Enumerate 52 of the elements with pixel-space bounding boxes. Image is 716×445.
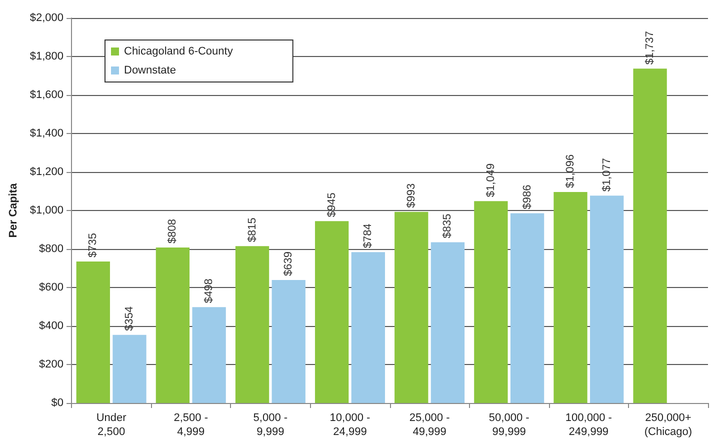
bar — [554, 192, 588, 403]
bar — [235, 246, 270, 403]
bar — [192, 307, 226, 403]
x-tick-label: 250,000+ (Chicago) — [644, 412, 692, 438]
data-label: $945 — [326, 192, 338, 218]
bar — [394, 212, 428, 403]
bar — [474, 201, 508, 403]
y-tick-label: $1,200 — [30, 166, 64, 178]
data-label: $815 — [246, 218, 258, 242]
bar — [430, 242, 465, 403]
data-label: $1,737 — [644, 30, 656, 65]
bar — [590, 196, 624, 403]
data-label: $808 — [166, 218, 179, 244]
y-tick-label: $600 — [39, 282, 64, 294]
x-tick-label: 100,000 - 249,999 — [565, 412, 612, 438]
bar — [351, 252, 385, 403]
data-label: $498 — [203, 278, 216, 304]
y-tick-label: $0 — [51, 397, 64, 409]
x-tick-label: 25,000 - 49,999 — [409, 412, 450, 438]
bar — [314, 221, 349, 403]
x-tick-label: 50,000 - 99,999 — [488, 412, 530, 438]
x-tick-label: 2,500 - 4,999 — [174, 412, 208, 438]
y-tick-label: $1,600 — [30, 89, 64, 101]
data-label: $735 — [87, 233, 100, 258]
x-tick-label: Under 2,500 — [96, 412, 127, 438]
bar — [76, 262, 110, 403]
y-tick-label: $800 — [39, 243, 64, 255]
data-label: $639 — [282, 252, 295, 276]
y-tick-label: $400 — [39, 320, 64, 332]
y-tick-label: $1,000 — [30, 204, 64, 216]
legend-label: Downstate — [124, 64, 176, 76]
bar — [112, 334, 146, 403]
data-label: $835 — [442, 214, 454, 238]
data-label: $1,096 — [564, 154, 576, 188]
y-tick-label: $200 — [39, 358, 64, 370]
y-axis-title: Per Capita — [8, 182, 20, 238]
legend-label: Chicagoland 6-County — [124, 46, 234, 58]
bar — [156, 247, 190, 403]
y-tick-label: $1,400 — [30, 128, 64, 140]
y-tick-label: $2,000 — [30, 12, 64, 24]
y-tick-label: $1,800 — [30, 50, 64, 62]
data-label: $986 — [521, 184, 534, 210]
bar — [510, 213, 544, 403]
data-label: $1,049 — [484, 163, 497, 198]
data-label: $784 — [362, 224, 374, 248]
data-label: $993 — [405, 183, 418, 208]
x-tick-label: 10,000 - 24,999 — [330, 412, 371, 438]
bar — [272, 280, 306, 403]
data-label: $1,077 — [600, 158, 613, 192]
x-tick-label: 5,000 - 9,999 — [253, 412, 288, 438]
data-label: $354 — [124, 306, 136, 331]
bar — [633, 68, 667, 403]
